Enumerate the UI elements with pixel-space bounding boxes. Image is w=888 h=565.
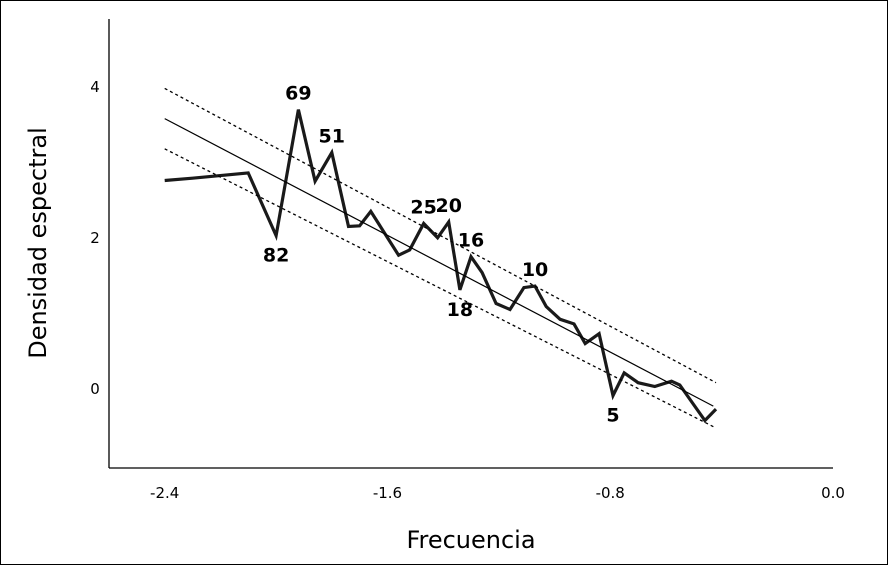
- y-tick-labels: 0 2 4: [90, 78, 100, 398]
- confidence-band-line: [164, 148, 717, 429]
- peak-label: 82: [263, 245, 289, 267]
- y-tick-label: 0: [90, 380, 100, 398]
- confidence-band-line: [164, 87, 717, 384]
- y-axis-title: Densidad espectral: [24, 127, 52, 359]
- x-tick-labels: -2.4 -1.6 -0.8 0.0: [150, 484, 845, 502]
- series-group: [164, 87, 718, 429]
- peak-label: 5: [606, 405, 619, 427]
- y-tick-label: 4: [90, 78, 100, 96]
- regression-line: [164, 118, 714, 407]
- spectral-density-line: [164, 109, 718, 423]
- peak-label: 69: [285, 83, 311, 105]
- x-tick-label: -0.8: [596, 484, 625, 502]
- peak-label: 20: [435, 195, 461, 217]
- x-tick-label: -1.6: [373, 484, 402, 502]
- y-tick-label: 2: [90, 229, 100, 247]
- x-axis-title: Frecuencia: [406, 526, 535, 554]
- x-tick-label: 0.0: [821, 484, 845, 502]
- peak-label: 16: [458, 230, 484, 252]
- peak-label: 25: [410, 197, 436, 219]
- x-tick-label: -2.4: [150, 484, 179, 502]
- peak-label: 10: [522, 259, 548, 281]
- peak-label: 18: [447, 299, 473, 321]
- axes: [108, 19, 833, 469]
- peak-label: 51: [319, 126, 345, 148]
